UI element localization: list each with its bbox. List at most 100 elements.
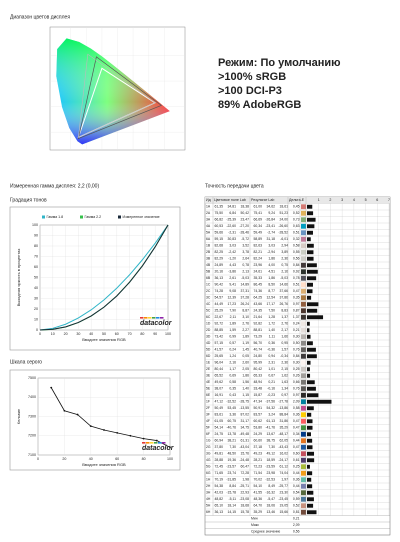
table-cell: 23,30 bbox=[280, 491, 289, 495]
table-cell: 0,58 bbox=[293, 244, 300, 248]
delta-e-bar bbox=[307, 237, 311, 242]
color-swatch bbox=[301, 275, 306, 281]
data-point bbox=[76, 413, 79, 416]
table-cell: 0,61 bbox=[293, 458, 300, 462]
table-cell: -41,76 bbox=[265, 426, 275, 430]
table-cell: 2,76 bbox=[242, 322, 249, 326]
accuracy-title: Точность передачи цвета bbox=[205, 183, 264, 189]
table-cell: 60,34 bbox=[254, 224, 263, 228]
table-cell: 49,23 bbox=[254, 452, 263, 456]
table-cell: -25,39 bbox=[226, 218, 236, 222]
table-cell: 1B bbox=[206, 244, 211, 248]
table-cell: -0,34 bbox=[280, 354, 288, 358]
summary-label: Мин bbox=[251, 517, 258, 521]
summary-label: Среднее значение bbox=[251, 530, 280, 534]
table-cell: 1,40 bbox=[268, 328, 275, 332]
table-cell: 37,28 bbox=[241, 296, 250, 300]
table-cell: 1,37 bbox=[293, 315, 300, 319]
table-cell: -1,20 bbox=[228, 257, 236, 261]
table-cell: 5H bbox=[206, 504, 211, 508]
table-cell: 3,24 bbox=[268, 413, 275, 417]
table-cell: 2F bbox=[206, 406, 210, 410]
table-cell: 50,91 bbox=[254, 406, 263, 410]
table-cell: 2,11 bbox=[230, 315, 236, 319]
x-tick-label: 40 bbox=[89, 457, 93, 461]
table-cell: 1H bbox=[206, 478, 211, 482]
color-swatch bbox=[301, 314, 306, 320]
table-cell: 9,41 bbox=[229, 283, 236, 287]
table-cell: 4E bbox=[206, 380, 211, 384]
table-cell: 5D bbox=[206, 348, 211, 352]
table-cell: 1,89 bbox=[242, 335, 249, 339]
table-cell: 90,42 bbox=[215, 283, 224, 287]
table-cell: 24,61 bbox=[254, 270, 263, 274]
table-cell: 3,78 bbox=[242, 250, 249, 254]
table-cell: 6F bbox=[206, 432, 210, 436]
y-tick-label: 7400 bbox=[28, 395, 36, 399]
table-cell: 0,26 bbox=[293, 374, 300, 378]
logo: datacolor bbox=[140, 320, 173, 327]
mode-line: Режим: По умолчанию bbox=[218, 57, 341, 69]
x-tick-label: 10 bbox=[51, 332, 55, 336]
table-cell: 37,31 bbox=[241, 289, 250, 293]
table-cell: 0,47 bbox=[293, 419, 300, 423]
table-cell: 74,28 bbox=[215, 289, 224, 293]
table-cell: 15,87 bbox=[254, 393, 263, 397]
logo-dot bbox=[160, 317, 164, 319]
table-cell: -26,84 bbox=[265, 218, 275, 222]
color-swatch bbox=[301, 405, 306, 411]
table-cell: 2,16 bbox=[229, 361, 236, 365]
logo-dot bbox=[154, 442, 158, 444]
table-cell: 4,00 bbox=[268, 263, 275, 267]
scale-tick-label: 3 bbox=[341, 198, 343, 202]
y-tick-label: 70 bbox=[34, 254, 38, 258]
table-cell: 5A bbox=[206, 231, 211, 235]
table-cell: -5,03 bbox=[241, 276, 249, 280]
y-tick-label: 7300 bbox=[28, 414, 36, 418]
table-cell: 4G bbox=[206, 458, 211, 462]
table-cell: 54,14 bbox=[215, 426, 224, 430]
delta-e-bar bbox=[307, 412, 312, 417]
table-cell: 2C bbox=[206, 289, 211, 293]
table-cell: 1,01 bbox=[268, 367, 275, 371]
table-cell: 1,97 bbox=[281, 478, 288, 482]
table-cell: 3,10 bbox=[242, 315, 249, 319]
delta-e-bar bbox=[307, 289, 313, 294]
scale-tick-label: 5 bbox=[365, 198, 367, 202]
color-swatch bbox=[301, 392, 306, 398]
table-cell: 2D bbox=[206, 328, 211, 332]
table-cell: 73,42 bbox=[215, 335, 224, 339]
table-cell: -5,11 bbox=[229, 497, 237, 501]
table-cell: 0,75 bbox=[281, 263, 288, 267]
table-cell: -2,94 bbox=[267, 250, 275, 254]
table-cell: 1F bbox=[206, 400, 210, 404]
table-cell: 0,59 bbox=[293, 497, 300, 501]
table-cell: -28,75 bbox=[239, 400, 249, 404]
table-cell: 24,00 bbox=[280, 218, 289, 222]
table-cell: -27,20 bbox=[239, 224, 249, 228]
table-cell: 40,74 bbox=[254, 348, 263, 352]
color-swatch bbox=[301, 288, 306, 294]
table-cell: 37,18 bbox=[254, 445, 263, 449]
table-cell: 61,31 bbox=[241, 439, 250, 443]
table-cell: 7,30 bbox=[268, 445, 275, 449]
logo-dot bbox=[150, 442, 154, 444]
table-cell: -16,32 bbox=[265, 491, 275, 495]
logo-dot bbox=[152, 317, 156, 319]
table-cell: 24,35 bbox=[254, 309, 263, 313]
table-cell: 38,21 bbox=[228, 439, 237, 443]
table-cell: 66,69 bbox=[254, 218, 263, 222]
table-cell: 61,13 bbox=[267, 419, 276, 423]
delta-e-bar bbox=[307, 438, 313, 443]
chart-title: Градация тонов bbox=[10, 197, 47, 203]
table-cell: 1,24 bbox=[229, 354, 236, 358]
table-cell: 44,49 bbox=[215, 302, 224, 306]
summary-value: 0,56 bbox=[293, 530, 300, 534]
table-cell: 16,02 bbox=[280, 452, 289, 456]
table-cell: 0,24 bbox=[293, 322, 300, 326]
table-cell: 2E bbox=[206, 367, 211, 371]
table-cell: 15,76 bbox=[241, 452, 250, 456]
table-cell: 31,17 bbox=[241, 419, 250, 423]
table-cell: 43,66 bbox=[254, 302, 263, 306]
table-cell: 1,89 bbox=[229, 322, 236, 326]
